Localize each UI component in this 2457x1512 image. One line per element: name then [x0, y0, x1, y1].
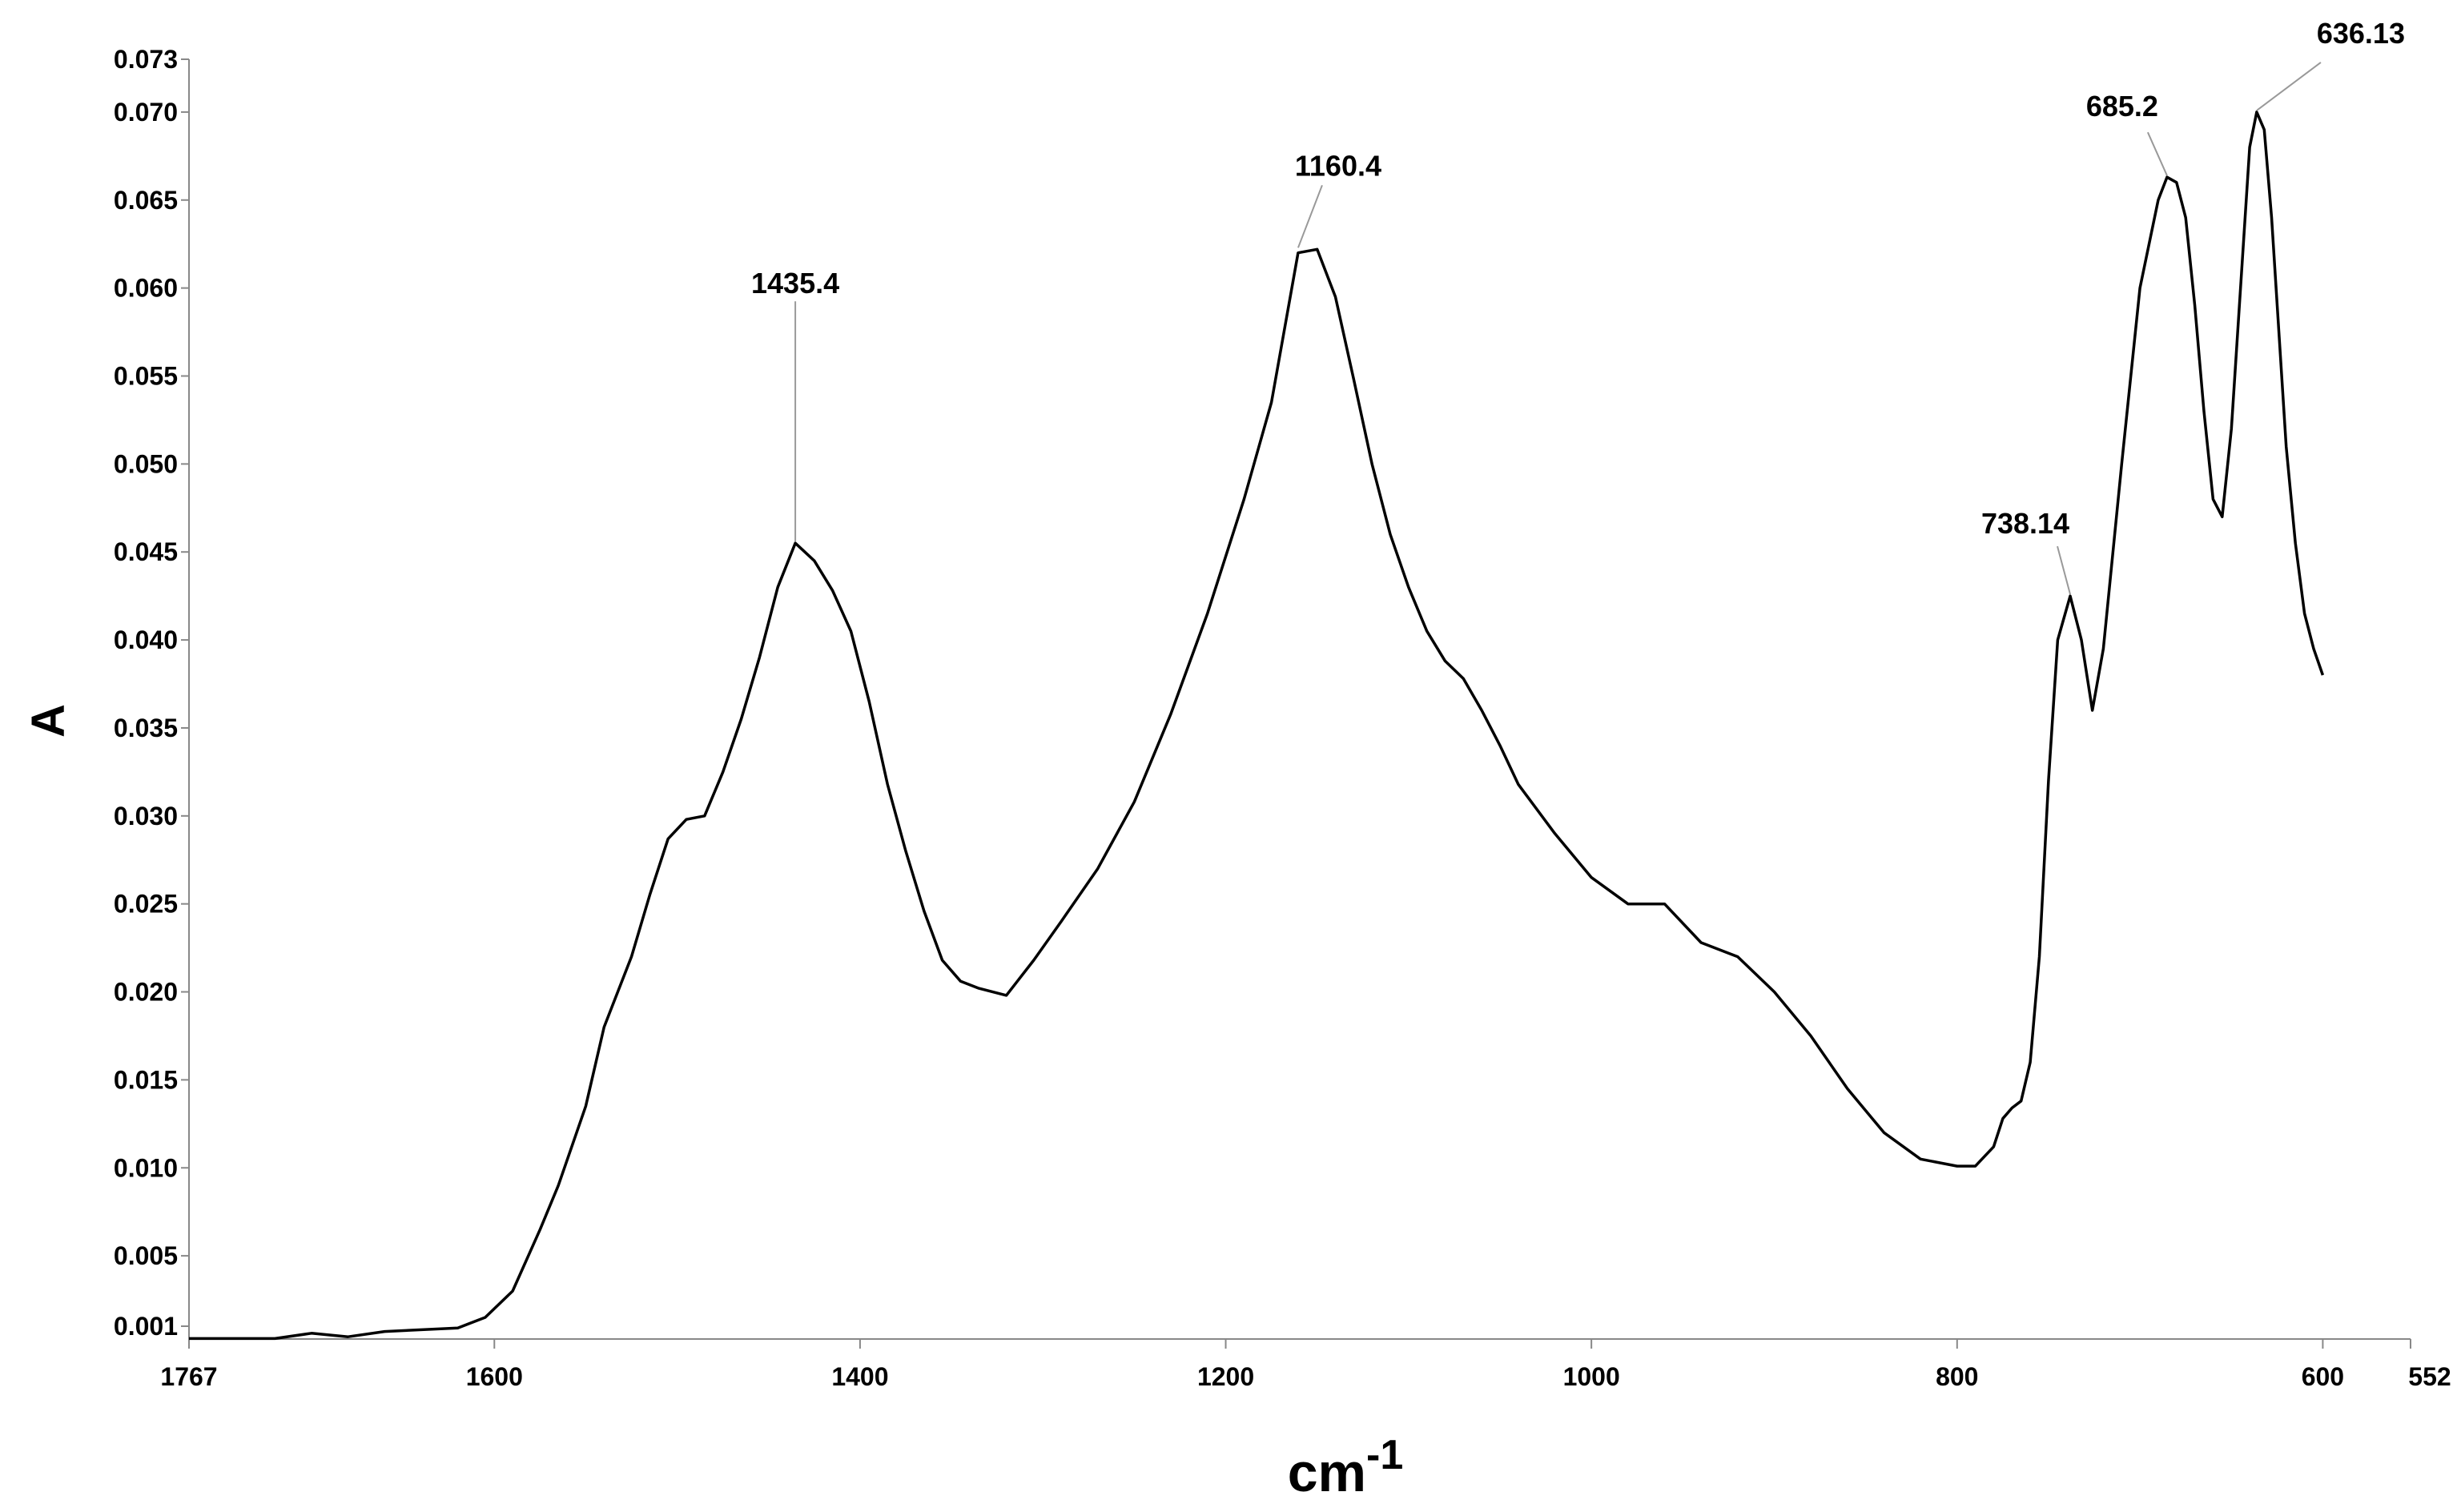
y-tick-label: 0.050 — [114, 449, 178, 478]
peak-label: 1160.4 — [1295, 149, 1381, 182]
peak-annotations: 1435.4 1160.4 738.14 685.2 636.13 — [751, 17, 2405, 595]
series-layer — [189, 111, 2325, 1341]
y-tick-label: 0.010 — [114, 1153, 178, 1182]
y-tick-label: 0.035 — [114, 714, 178, 742]
x-tick-label: 600 — [2302, 1362, 2344, 1391]
y-tick-label: 0.070 — [114, 98, 178, 127]
y-tick-label: 0.005 — [114, 1241, 178, 1270]
y-tick-label: 0.025 — [114, 890, 178, 919]
y-axis: 0.001 0.005 0.010 0.015 0.020 0.025 0.030 0.035… — [114, 45, 190, 1341]
peak-label: 685.2 — [2086, 90, 2158, 123]
peak-label: 738.14 — [1981, 507, 2069, 540]
peak-leader-line — [2256, 62, 2322, 111]
y-tick-label: 0.045 — [114, 537, 178, 566]
y-tick-label: 0.055 — [114, 362, 178, 391]
x-tick-label: 1767 — [160, 1362, 217, 1391]
y-axis-title: A — [22, 704, 74, 738]
peak-leader-line — [2146, 131, 2168, 176]
x-axis-title-exponent: -1 — [1366, 1432, 1403, 1478]
peak-label: 1435.4 — [751, 267, 839, 300]
peak-leader-line — [2057, 545, 2071, 595]
x-axis: 1767 1600 1400 1200 1000 800 600 552 — [160, 1338, 2451, 1391]
y-tick-label: 0.015 — [114, 1065, 178, 1094]
x-tick-label: 552 — [2408, 1362, 2451, 1391]
x-tick-label: 1200 — [1197, 1362, 1254, 1391]
x-tick-label: 1400 — [831, 1362, 888, 1391]
peak-label: 636.13 — [2317, 17, 2405, 50]
y-tick-label: 0.001 — [114, 1312, 178, 1341]
x-axis-title-unit: cm — [1288, 1442, 1366, 1503]
peak-leader-line — [1297, 184, 1323, 248]
x-tick-label: 1600 — [466, 1362, 523, 1391]
x-tick-label: 1000 — [1563, 1362, 1620, 1391]
y-tick-label: 0.040 — [114, 625, 178, 654]
y-tick-label: 0.030 — [114, 802, 178, 830]
x-axis-title: cm-1 — [1288, 1432, 1404, 1503]
y-tick-label: 0.065 — [114, 186, 178, 215]
spectrum-line — [189, 111, 2325, 1341]
y-tick-label: 0.060 — [114, 274, 178, 303]
y-tick-label: 0.020 — [114, 978, 178, 1007]
y-tick-label: 0.073 — [114, 45, 178, 74]
x-tick-label: 800 — [1936, 1362, 1978, 1391]
